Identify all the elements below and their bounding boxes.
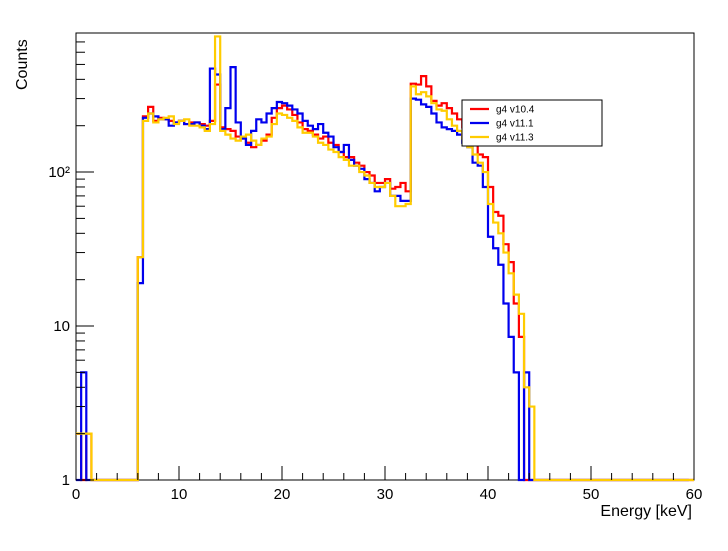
series-line-2 bbox=[76, 35, 694, 482]
y-tick-label: 10 bbox=[53, 318, 70, 335]
legend-label: g4 v10.4 bbox=[496, 105, 535, 116]
x-tick-label: 30 bbox=[377, 486, 394, 503]
x-tick-label: 60 bbox=[686, 486, 703, 503]
x-tick-label: 0 bbox=[72, 486, 80, 503]
series-layer bbox=[76, 35, 694, 482]
x-tick-label: 10 bbox=[171, 486, 188, 503]
x-axis-title: Energy [keV] bbox=[600, 503, 692, 520]
axes-layer: 0 10 20 30 40 50 60 1 10 10² bbox=[48, 32, 703, 503]
legend-label: g4 v11.1 bbox=[496, 119, 534, 130]
y-tick-label: 10² bbox=[48, 164, 70, 181]
x-tick-label: 40 bbox=[480, 486, 497, 503]
x-tick-label: 20 bbox=[274, 486, 291, 503]
x-tick-label: 50 bbox=[583, 486, 600, 503]
legend-label: g4 v11.3 bbox=[496, 133, 534, 144]
y-tick-label: 1 bbox=[62, 472, 70, 489]
legend: g4 v10.4 g4 v11.1 g4 v11.3 bbox=[461, 99, 603, 147]
y-axis-title: Counts bbox=[14, 39, 31, 90]
